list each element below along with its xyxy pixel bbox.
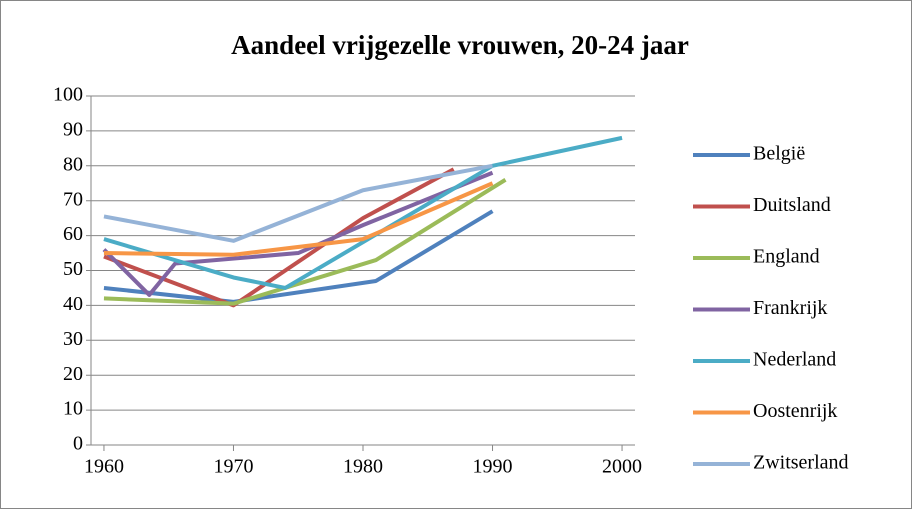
legend-label: Frankrijk — [753, 297, 827, 319]
legend-label: Duitsland — [753, 194, 831, 216]
y-tick-label: 10 — [63, 398, 83, 420]
legend-label: England — [753, 246, 820, 268]
y-tick-label: 60 — [63, 223, 83, 245]
x-tick-label: 1960 — [84, 456, 124, 478]
x-tick-label: 1990 — [473, 456, 513, 478]
legend-label: Zwitserland — [753, 452, 849, 474]
y-tick-label: 100 — [53, 84, 83, 106]
series-line — [103, 167, 455, 308]
series-line — [103, 163, 493, 243]
y-tick-label: 40 — [63, 293, 83, 315]
chart-title: Aandeel vrijgezelle vrouwen, 20-24 jaar — [231, 30, 689, 60]
y-tick-label: 80 — [63, 153, 83, 175]
series-line — [103, 178, 507, 306]
series-line — [103, 209, 494, 304]
y-tick-label: 30 — [63, 328, 83, 350]
y-tick-label: 0 — [73, 433, 83, 455]
y-tick-label: 50 — [63, 258, 83, 280]
legend-label: Nederland — [753, 349, 836, 371]
y-tick-label: 90 — [63, 118, 83, 140]
x-tick-label: 1980 — [343, 456, 383, 478]
series-line — [103, 135, 623, 290]
series-line — [102, 170, 494, 297]
y-tick-label: 70 — [63, 188, 83, 210]
x-tick-label: 2000 — [602, 456, 642, 478]
legend-label: Oostenrijk — [753, 400, 837, 422]
y-tick-label: 20 — [63, 363, 83, 385]
series-line — [103, 181, 494, 257]
x-tick-label: 1970 — [213, 456, 253, 478]
legend-label: België — [753, 143, 805, 165]
